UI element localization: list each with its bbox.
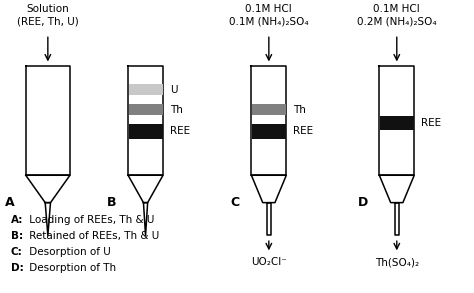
Text: Th(SO₄)₂: Th(SO₄)₂ xyxy=(375,257,419,268)
Text: 0.1M HCl
0.1M (NH₄)₂SO₄: 0.1M HCl 0.1M (NH₄)₂SO₄ xyxy=(229,4,309,26)
Text: REE: REE xyxy=(293,127,313,137)
Text: D:: D: xyxy=(10,263,23,272)
Text: Retained of REEs, Th & U: Retained of REEs, Th & U xyxy=(26,231,159,241)
Text: Th: Th xyxy=(293,105,306,115)
Bar xyxy=(128,84,163,95)
Text: U: U xyxy=(170,85,177,95)
Text: 0.1M HCl
0.2M (NH₄)₂SO₄: 0.1M HCl 0.2M (NH₄)₂SO₄ xyxy=(357,4,437,26)
Text: A: A xyxy=(4,196,14,209)
Text: B: B xyxy=(107,196,117,209)
Text: Desorption of Th: Desorption of Th xyxy=(26,263,116,272)
Text: B:: B: xyxy=(10,231,23,241)
Text: D: D xyxy=(357,196,368,209)
Bar xyxy=(252,124,286,139)
Text: C: C xyxy=(231,196,240,209)
Bar xyxy=(128,124,163,139)
Text: REE: REE xyxy=(421,118,441,128)
Text: Desorption of U: Desorption of U xyxy=(26,247,110,257)
Text: C:: C: xyxy=(10,247,22,257)
Bar xyxy=(380,115,414,130)
Bar xyxy=(252,104,286,115)
Text: Loading of REEs, Th & U: Loading of REEs, Th & U xyxy=(26,215,154,225)
Text: A:: A: xyxy=(10,215,23,225)
Bar xyxy=(128,104,163,115)
Text: REE: REE xyxy=(170,127,190,137)
Text: UO₂Cl⁻: UO₂Cl⁻ xyxy=(251,257,287,268)
Text: Th: Th xyxy=(170,105,183,115)
Text: Solution
(REE, Th, U): Solution (REE, Th, U) xyxy=(17,4,79,26)
